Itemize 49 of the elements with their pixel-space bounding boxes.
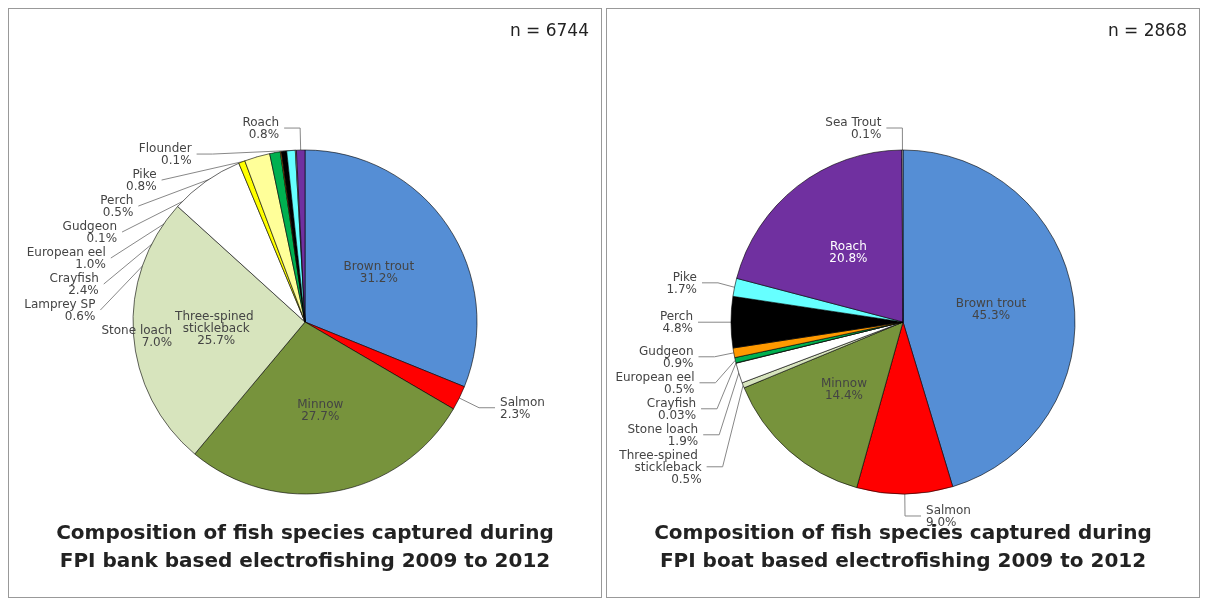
slice-label: Salmon xyxy=(926,502,971,517)
data-label: 31.2% xyxy=(359,271,398,286)
slice-label: Flounder xyxy=(138,141,192,156)
data-label: 0.6% xyxy=(64,309,96,324)
slice-label: Brown trout xyxy=(955,295,1027,310)
slice-label: European eel xyxy=(615,369,695,384)
data-label: 2.3% xyxy=(500,406,531,421)
slice-label: Perch xyxy=(659,309,693,324)
data-label: 27.7% xyxy=(301,408,340,423)
data-label: 2.4% xyxy=(68,283,99,298)
slice-label: Roach xyxy=(830,238,867,253)
text: n = 6744 xyxy=(509,19,589,40)
text: n = 2868 xyxy=(1107,19,1187,40)
text: Composition of fish species captured during FPI bank based electrofishing 2009 to 2012 xyxy=(56,520,554,572)
data-label: 20.8% xyxy=(829,250,868,265)
slice-label: Perch xyxy=(100,193,134,208)
data-label: 0.8% xyxy=(126,179,157,194)
slice-label: Minnow xyxy=(820,375,868,390)
slice-label: Three-spined stickleback xyxy=(618,447,702,474)
slice-label: Minnow xyxy=(297,396,344,411)
slice-label: Pike xyxy=(672,269,697,284)
slice-label: Brown trout xyxy=(343,259,415,274)
data-label: 0.1% xyxy=(161,153,192,168)
data-label: 1.7% xyxy=(666,281,697,296)
data-label: 1.0% xyxy=(75,257,106,272)
slice-label: Pike xyxy=(132,167,157,182)
data-label: 45.3% xyxy=(971,307,1011,322)
data-label: 1.9% xyxy=(667,433,699,448)
data-label: 14.4% xyxy=(824,387,864,402)
slice-label: European eel xyxy=(26,245,106,260)
slice-label: Crayfish xyxy=(646,395,697,410)
data-label: 0.5% xyxy=(663,381,695,396)
data-label: 25.7% xyxy=(197,333,236,348)
data-label: 0.5% xyxy=(102,205,134,220)
data-label: 7.0% xyxy=(141,335,173,350)
slice-label: Stone loach xyxy=(627,421,699,436)
slice-label: Gudgeon xyxy=(639,343,694,358)
slice-label: Sea Trout xyxy=(825,115,882,129)
data-label: 0.8% xyxy=(248,127,280,142)
slice-label: Crayfish xyxy=(49,271,99,286)
data-label: 0.5% xyxy=(671,471,702,486)
slice-label: Roach xyxy=(242,115,280,130)
data-label: 0.1% xyxy=(850,127,882,141)
data-label: 4.8% xyxy=(662,321,693,336)
slice-label: Gudgeon xyxy=(62,219,118,234)
slice-label: Three-spined stickleback xyxy=(174,309,258,336)
slice-label: Lamprey SP xyxy=(24,297,96,312)
slice-label: Salmon xyxy=(500,394,545,409)
data-label: 0.1% xyxy=(86,231,118,246)
